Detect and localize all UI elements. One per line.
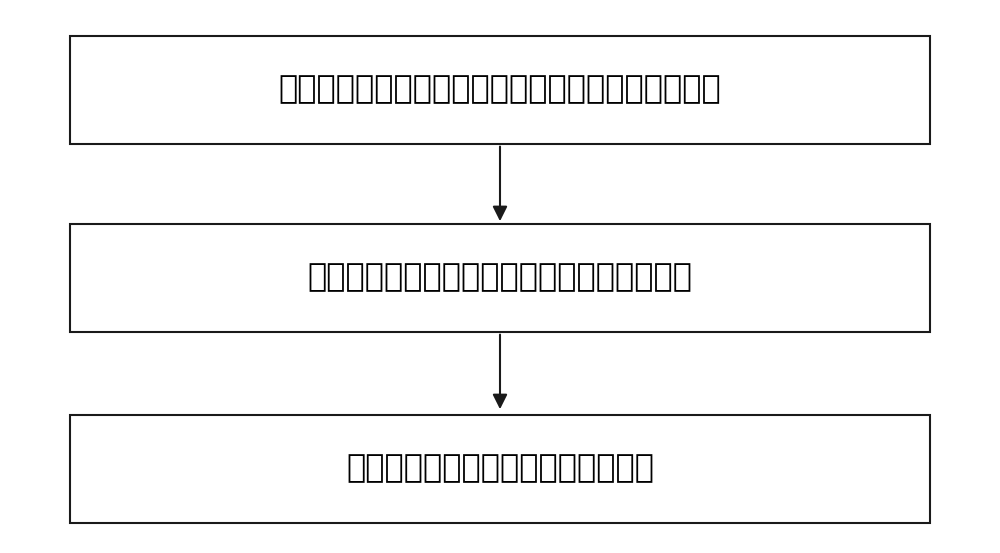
Text: 计算时间调制线性阵列中每个阵元的开关时间: 计算时间调制线性阵列中每个阵元的开关时间 bbox=[308, 262, 692, 294]
FancyBboxPatch shape bbox=[70, 36, 930, 144]
FancyBboxPatch shape bbox=[70, 415, 930, 523]
Text: 由开关时间进行调制，形成双向波束: 由开关时间进行调制，形成双向波束 bbox=[346, 453, 654, 484]
Text: 构建能形成双向波束的时间调制线性阵列的阵列因子: 构建能形成双向波束的时间调制线性阵列的阵列因子 bbox=[279, 74, 721, 106]
FancyBboxPatch shape bbox=[70, 224, 930, 332]
